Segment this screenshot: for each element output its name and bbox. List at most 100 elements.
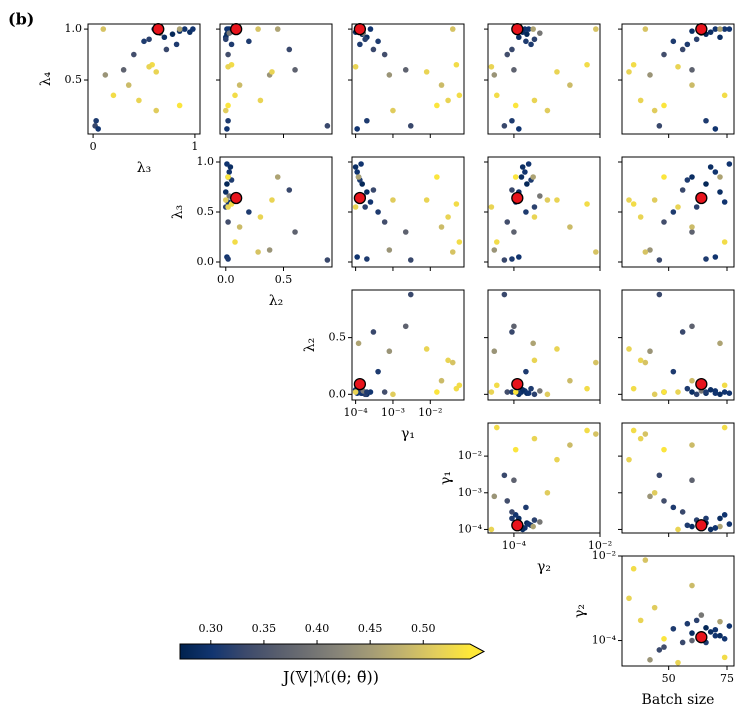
- sample-point: [375, 209, 381, 215]
- sample-point: [434, 102, 440, 109]
- x-tick-label: 10⁻²: [418, 406, 442, 419]
- best-point: [511, 377, 524, 391]
- sample-point: [721, 382, 728, 389]
- sample-point: [352, 164, 359, 170]
- sample-point: [684, 41, 691, 48]
- sample-point: [630, 427, 637, 434]
- panel-points: [488, 424, 599, 533]
- sample-point: [512, 102, 519, 109]
- sample-point: [726, 161, 733, 167]
- sample-point: [626, 346, 632, 352]
- sample-point: [524, 31, 530, 37]
- sample-point: [169, 31, 176, 37]
- sample-point: [642, 431, 649, 437]
- sample-point: [232, 92, 238, 99]
- sample-point: [693, 204, 700, 210]
- panel-frame: [351, 156, 465, 268]
- sample-point: [232, 239, 238, 245]
- sample-point: [717, 174, 723, 180]
- sample-point: [584, 427, 590, 434]
- sample-point: [390, 107, 396, 114]
- colorbar-tick-label: 0.30: [199, 622, 224, 635]
- panel-points: [626, 161, 733, 263]
- sample-point: [488, 526, 495, 533]
- sample-point: [593, 431, 599, 437]
- sample-point: [516, 254, 522, 260]
- y-axis-label: λ₂: [302, 338, 318, 353]
- panel-points: [488, 291, 599, 398]
- sample-point: [491, 493, 498, 500]
- x-tick-label: 10⁻³: [381, 406, 405, 419]
- sample-point: [703, 117, 709, 124]
- sample-point: [504, 219, 511, 225]
- best-point: [695, 22, 708, 36]
- sample-point: [537, 388, 543, 394]
- sample-point: [102, 72, 109, 78]
- sample-point: [651, 197, 658, 203]
- sample-point: [222, 189, 229, 195]
- sample-point: [93, 117, 99, 124]
- sample-point: [689, 377, 695, 384]
- sample-point: [509, 509, 515, 515]
- sample-point: [661, 219, 667, 225]
- sample-point: [689, 229, 695, 235]
- sample-point: [626, 456, 632, 463]
- sample-point: [675, 204, 681, 210]
- x-tick-label: 10⁻⁴: [502, 539, 527, 552]
- sample-point: [679, 329, 686, 335]
- sample-point: [362, 36, 368, 43]
- sample-point: [567, 224, 573, 230]
- panel-points: [488, 161, 599, 263]
- sample-point: [367, 199, 374, 205]
- x-tick-label: 50: [662, 672, 676, 685]
- sample-point: [225, 51, 231, 58]
- sample-point: [630, 201, 637, 207]
- sample-point: [656, 291, 663, 298]
- sample-point: [491, 247, 498, 253]
- sample-point: [386, 247, 393, 253]
- colorbar-tick-label: 0.50: [411, 622, 436, 635]
- sample-point: [684, 177, 691, 183]
- sample-point: [407, 257, 414, 263]
- sample-point: [453, 61, 460, 68]
- best-point: [511, 22, 524, 36]
- sample-point: [438, 377, 445, 384]
- sample-point: [554, 346, 560, 352]
- y-tick-label: 0.5: [329, 331, 347, 344]
- sample-point: [524, 181, 530, 187]
- sample-point: [584, 61, 590, 68]
- panel-points: [352, 291, 463, 398]
- sample-point: [504, 51, 511, 58]
- sample-point: [675, 659, 681, 666]
- sample-point: [593, 359, 599, 366]
- sample-point: [689, 323, 695, 330]
- y-tick-label: 0.0: [329, 387, 347, 400]
- sample-point: [511, 229, 517, 235]
- sample-point: [173, 41, 180, 48]
- sample-point: [703, 625, 709, 631]
- sample-point: [352, 204, 359, 210]
- sample-point: [381, 51, 388, 58]
- sample-point: [689, 582, 695, 589]
- sample-point: [120, 67, 127, 73]
- sample-point: [456, 92, 463, 99]
- sample-point: [386, 72, 393, 78]
- panel-points: [222, 26, 331, 132]
- sample-point: [224, 26, 230, 32]
- sample-point: [501, 123, 508, 129]
- sample-point: [679, 46, 686, 53]
- sample-point: [511, 323, 517, 330]
- panel-points: [626, 291, 733, 398]
- sample-point: [181, 26, 188, 32]
- sample-point: [530, 523, 536, 530]
- sample-point: [501, 291, 508, 298]
- x-tick-label: 0: [90, 140, 97, 153]
- sample-point: [693, 617, 700, 624]
- sample-point: [726, 521, 733, 527]
- sample-point: [637, 357, 644, 364]
- sample-point: [423, 346, 430, 352]
- x-axis-label: γ₁: [401, 426, 415, 442]
- y-tick-label: 0.0: [197, 255, 215, 268]
- sample-point: [630, 385, 637, 392]
